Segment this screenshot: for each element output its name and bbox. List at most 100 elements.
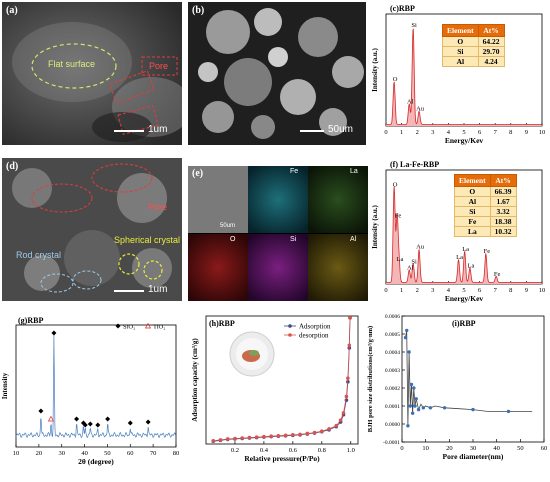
y-tick-label: 0.0005 [385, 332, 400, 338]
x-axis-title: Relative pressure(P/Po) [244, 454, 320, 463]
sem-image-b: (b) 50um [188, 2, 366, 145]
y-axis-title: BJH pore size distributions(cm³/g·nm) [367, 326, 374, 432]
data-point [341, 411, 346, 415]
rod-crystal-label: Rod crystal [16, 250, 62, 260]
x-tick-label: 1.0 [347, 447, 355, 454]
tio2-marker [47, 415, 55, 422]
table-header-at-f: At% [489, 174, 517, 187]
table-cell: 3.32 [489, 206, 517, 217]
legend-label: desorption [299, 332, 329, 340]
map-label-al: Al [350, 236, 357, 243]
table-row: Fe 18.38 [454, 216, 517, 227]
data-point [276, 433, 281, 438]
y-tick-label: 0.0003 [385, 368, 400, 374]
legend-sio2-marker [115, 323, 121, 329]
x-tick-label: 2 [416, 129, 419, 136]
x-axis-title: Energy/Kev [445, 294, 484, 303]
x-tick-label: 5 [462, 129, 465, 136]
isotherm-chart-h: 0.2 0.4 0.6 0.8 1.0 Relative pressure(P/Po) Ad… [184, 312, 364, 477]
table-cell: Al [442, 56, 479, 67]
y-tick-label: 0.0000 [385, 422, 400, 428]
data-point [416, 407, 421, 412]
plot-frame [205, 315, 359, 445]
plot-frame [15, 324, 177, 448]
x-tick-label: 30 [58, 450, 65, 457]
peak-label: Au [416, 244, 425, 251]
x-tick-label: 50 [517, 445, 524, 452]
table-cell: 1.67 [489, 196, 517, 207]
panel-tag-b: (b) [192, 5, 205, 16]
bjh-svg-i: 0 10 20 30 40 50 60 -0.0001 0.0000 0.0001 0.0002 0.… [367, 314, 547, 461]
x-tick-label: 8 [509, 287, 512, 294]
table-cell: 29.70 [477, 46, 505, 57]
xrd-svg-g: (g)RBP 10 20 30 40 50 60 70 80 2θ (degree) Intensi… [1, 316, 179, 466]
x-tick-label: 10 [539, 287, 546, 294]
data-point [347, 343, 352, 348]
sio2-marker [105, 416, 111, 422]
eds-chart-c: (c)RBP 0 1 2 3 4 5 6 7 8 9 10 Energy/Kev Intensity (a… [371, 2, 548, 150]
sio2-marker [38, 408, 44, 414]
sem-image-a: (a) Flat surface Pore 1um [2, 2, 182, 145]
data-point [414, 397, 418, 401]
x-tick-label: 40 [81, 450, 88, 457]
chart-title: (i)RBP [452, 319, 476, 328]
x-tick-label: 30 [470, 445, 477, 452]
data-point [269, 434, 273, 439]
y-axis-title: Adsorption capacity (cm³/g) [191, 338, 199, 422]
data-point [233, 436, 237, 441]
x-tick-label: 7 [494, 287, 498, 294]
sio2-marker [95, 422, 101, 428]
data-point [327, 427, 331, 431]
x-tick-label: 20 [36, 450, 43, 457]
x-tick-label: 10 [13, 450, 20, 457]
table-cell: 4.24 [477, 56, 505, 67]
table-row: Al 1.67 [454, 196, 517, 207]
table-row: Si 29.70 [442, 46, 505, 57]
sio2-marker [82, 422, 88, 428]
data-point [338, 418, 343, 423]
data-point [403, 335, 408, 340]
spectrum-line [386, 28, 542, 125]
peak-label: Al [407, 99, 414, 106]
sem-texture-b [188, 2, 366, 145]
map-la [308, 166, 368, 233]
x-tick-label: 5 [462, 287, 465, 294]
xrd-chart-g: (g)RBP 10 20 30 40 50 60 70 80 2θ (degree) Intensi… [1, 315, 182, 477]
pore-label-a: Pore [149, 61, 169, 71]
table-cell: 18.38 [489, 216, 517, 227]
x-tick-label: 0.8 [318, 447, 326, 454]
table-cell: La [454, 226, 491, 237]
x-tick-label: 0 [384, 129, 387, 136]
flat-surface-label: Flat surface [48, 59, 96, 69]
table-row: O 66.39 [454, 186, 517, 197]
sio2-marker [87, 421, 93, 427]
bjh-line [405, 330, 533, 426]
x-tick-label: 3 [431, 287, 434, 294]
data-point [283, 433, 288, 438]
table-row: O 64.22 [442, 36, 505, 47]
chart-title: (g)RBP [18, 316, 43, 325]
table-header-element-c: Element [442, 24, 479, 37]
data-point [428, 406, 433, 410]
legend-tio2: TiO₂ [153, 324, 166, 331]
scale-label-a: 1um [148, 124, 168, 135]
panel-tag-e: (e) [192, 168, 204, 179]
composition-table-f: Element At% O 66.39 Al 1.67 Si 3.32 Fe 18.38… [454, 174, 517, 237]
table-row: Si 3.32 [454, 206, 517, 217]
data-point [413, 404, 417, 408]
y-axis-title: Intensity [2, 372, 9, 399]
isotherm-svg-h: 0.2 0.4 0.6 0.8 1.0 Relative pressure(P/Po) Ad… [191, 315, 359, 463]
data-point [348, 316, 352, 320]
table-cell: Al [454, 196, 491, 207]
sio2-marker [145, 419, 151, 425]
x-tick-label: 2 [416, 287, 419, 294]
x-tick-label: 7 [494, 129, 498, 136]
scale-bar-a [114, 130, 144, 132]
series-line-1 [213, 317, 351, 442]
data-point [407, 350, 411, 354]
table-cell: Fe [454, 216, 491, 227]
sem-texture-a [2, 2, 182, 145]
x-tick-label: 6 [478, 287, 482, 294]
map-o [188, 234, 248, 301]
x-tick-label: 0 [400, 445, 403, 452]
